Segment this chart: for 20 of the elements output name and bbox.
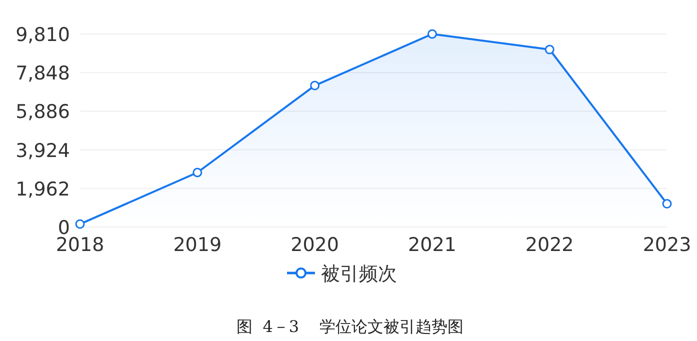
caption: 图 4－3 学位论文被引趋势图 xyxy=(236,317,464,336)
y-tick-label: 5,886 xyxy=(16,101,70,124)
x-tick-label: 2018 xyxy=(56,234,104,256)
point xyxy=(75,219,85,229)
y-tick-label: 9,810 xyxy=(16,24,70,46)
point xyxy=(544,44,554,54)
y-tick-label: 7,848 xyxy=(16,62,70,85)
x-tick-label: 2022 xyxy=(525,234,574,256)
x-tick-label: 2021 xyxy=(408,234,456,256)
legend-label: 被引频次 xyxy=(321,263,397,285)
x-tick-label: 2023 xyxy=(642,234,692,256)
point xyxy=(427,29,437,39)
point xyxy=(662,199,672,209)
legend: 被引频次 xyxy=(287,263,397,285)
y-tick-label: 1,962 xyxy=(16,178,70,200)
y-tick-label: 3,924 xyxy=(16,140,70,162)
x-tick-label: 2019 xyxy=(173,234,222,256)
point xyxy=(310,80,320,90)
x-tick-label: 2020 xyxy=(290,234,339,256)
point xyxy=(192,168,202,178)
